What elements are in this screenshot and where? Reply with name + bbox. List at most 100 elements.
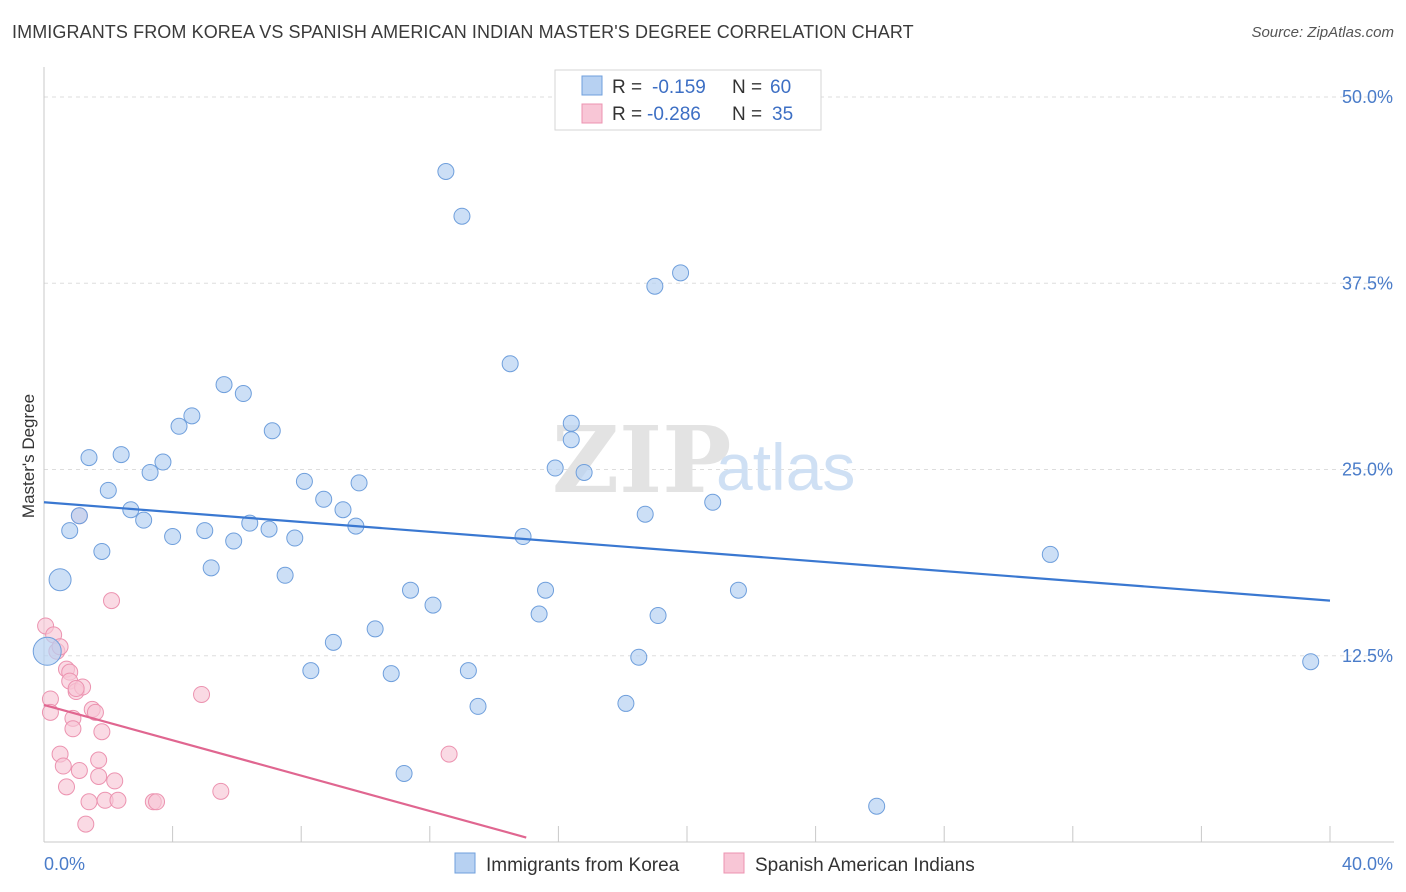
data-point-spanish xyxy=(86,703,104,721)
data-point-korea xyxy=(868,797,886,815)
data-point-korea xyxy=(99,481,117,499)
trend-lines xyxy=(43,501,1331,839)
data-point-korea xyxy=(402,581,420,599)
y-tick-label: 50.0% xyxy=(1342,87,1393,107)
data-point-korea xyxy=(1302,653,1320,671)
data-point-korea xyxy=(260,520,278,538)
data-point-korea xyxy=(202,559,220,577)
y-tick-label: 37.5% xyxy=(1342,273,1393,293)
data-point-korea xyxy=(382,665,400,683)
legend-swatch-spanish xyxy=(581,103,603,124)
legend-r-value-korea: -0.159 xyxy=(652,77,706,98)
data-point-korea xyxy=(215,376,233,394)
gridlines xyxy=(44,96,1394,657)
data-point-korea xyxy=(562,431,580,449)
data-point-korea xyxy=(350,474,368,492)
data-point-korea xyxy=(80,449,98,467)
trend-line-spanish xyxy=(43,703,527,839)
data-point-spanish xyxy=(80,793,98,811)
data-point-spanish xyxy=(70,761,88,779)
data-point-korea xyxy=(225,532,243,550)
data-point-korea xyxy=(61,522,79,540)
data-point-korea xyxy=(286,529,304,547)
legend-r-value-spanish: -0.286 xyxy=(647,104,701,125)
data-point-korea xyxy=(729,581,747,599)
data-point-spanish xyxy=(103,592,121,610)
watermark-atlas: atlas xyxy=(716,430,855,504)
data-point-korea xyxy=(424,596,442,614)
data-point-korea xyxy=(366,620,384,638)
data-point-spanish xyxy=(67,680,85,698)
data-point-spanish xyxy=(58,778,76,796)
trend-line-korea xyxy=(43,501,1331,602)
data-point-spanish xyxy=(93,723,111,741)
data-point-spanish xyxy=(109,791,127,809)
data-point-korea xyxy=(672,264,690,282)
data-point-korea xyxy=(636,505,654,523)
data-point-korea xyxy=(135,511,153,529)
bottom-legend-label-spanish: Spanish American Indians xyxy=(755,855,975,876)
x-tick-label-max: 40.0% xyxy=(1342,854,1393,874)
data-point-korea xyxy=(112,446,130,464)
data-point-spanish xyxy=(90,751,108,769)
watermark: ZIP atlas xyxy=(552,406,855,514)
data-point-korea xyxy=(630,648,648,666)
data-point-korea xyxy=(141,463,159,481)
data-point-korea xyxy=(276,566,294,584)
data-point-korea xyxy=(617,694,635,712)
y-axis-label: Master's Degree xyxy=(19,394,38,518)
data-point-korea xyxy=(704,493,722,511)
x-tick-marks xyxy=(172,826,1331,842)
bottom-legend-swatch-korea xyxy=(454,852,476,874)
data-point-korea xyxy=(514,528,532,546)
y-tick-label: 12.5% xyxy=(1342,646,1393,666)
data-point-spanish xyxy=(64,720,82,738)
data-point-spanish xyxy=(440,745,458,763)
data-point-korea xyxy=(1041,545,1059,563)
data-point-korea xyxy=(154,453,172,471)
data-point-korea xyxy=(93,542,111,560)
series-spanish-american-indians xyxy=(37,507,458,833)
data-point-korea xyxy=(530,605,548,623)
legend-n-label-spanish: N = xyxy=(732,104,762,125)
data-point-korea xyxy=(546,459,564,477)
legend-r-label-korea: R = xyxy=(612,77,642,98)
data-point-korea xyxy=(575,463,593,481)
data-point-korea xyxy=(263,422,281,440)
legend-swatch-korea xyxy=(581,75,603,96)
data-point-spanish xyxy=(148,793,166,811)
data-point-spanish xyxy=(212,782,230,800)
data-point-korea xyxy=(164,528,182,546)
bottom-legend-label-korea: Immigrants from Korea xyxy=(486,855,680,876)
data-point-korea xyxy=(234,385,252,403)
data-point-korea xyxy=(501,355,519,373)
data-point-korea xyxy=(469,697,487,715)
data-point-korea xyxy=(315,490,333,508)
data-point-korea xyxy=(324,633,342,651)
data-point-korea xyxy=(196,522,214,540)
data-point-korea xyxy=(32,636,62,666)
data-point-korea xyxy=(70,507,88,525)
legend-n-value-spanish: 35 xyxy=(772,104,793,125)
data-point-korea xyxy=(183,407,201,425)
source-credit: Source: ZipAtlas.com xyxy=(1251,24,1394,41)
bottom-legend: Immigrants from Korea Spanish American I… xyxy=(454,852,975,876)
data-point-korea xyxy=(437,163,455,180)
series-immigrants-from-korea xyxy=(32,163,1320,815)
data-point-korea xyxy=(646,277,664,295)
data-point-spanish xyxy=(77,815,95,833)
x-tick-label-min: 0.0% xyxy=(44,854,85,874)
data-point-korea xyxy=(170,417,188,435)
data-point-korea xyxy=(395,764,413,782)
chart-title: IMMIGRANTS FROM KOREA VS SPANISH AMERICA… xyxy=(12,22,914,42)
data-point-spanish xyxy=(90,767,108,785)
data-point-korea xyxy=(459,662,477,680)
data-point-spanish xyxy=(193,685,211,703)
bottom-legend-swatch-spanish xyxy=(723,852,745,874)
data-point-korea xyxy=(562,414,580,432)
data-point-spanish xyxy=(106,772,124,790)
data-point-korea xyxy=(295,472,313,490)
legend-n-value-korea: 60 xyxy=(770,77,791,98)
data-point-korea xyxy=(537,581,555,599)
